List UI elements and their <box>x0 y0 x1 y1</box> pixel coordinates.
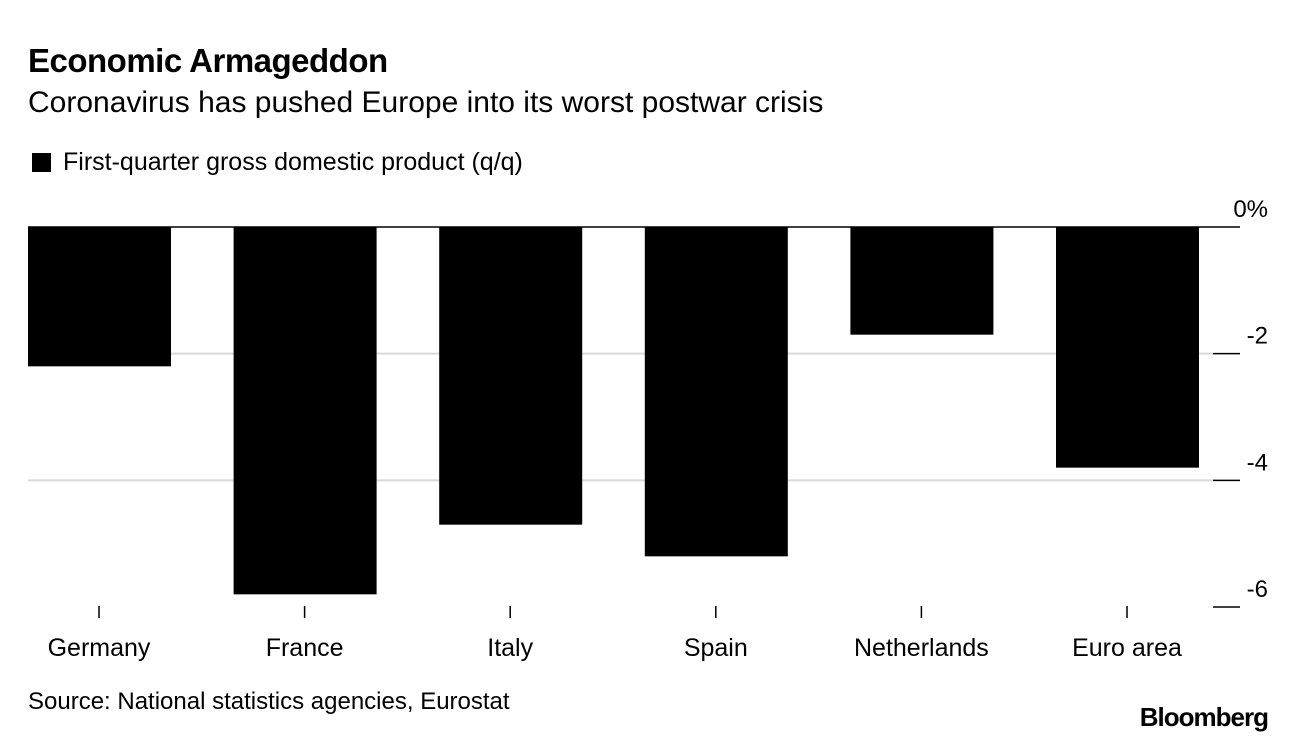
bar-spain <box>644 227 788 557</box>
bar-france <box>233 227 377 595</box>
legend-label: First-quarter gross domestic product (q/… <box>63 148 523 176</box>
x-tick-label: Italy <box>487 634 533 662</box>
x-tick-label: Germany <box>48 634 151 662</box>
chart-subtitle: Coronavirus has pushed Europe into its w… <box>28 86 824 119</box>
legend: First-quarter gross domestic product (q/… <box>32 148 523 177</box>
x-tick-label: France <box>266 634 344 662</box>
chart-title: Economic Armageddon <box>28 42 388 79</box>
source-note: Source: National statistics agencies, Eu… <box>28 688 510 715</box>
y-tick-label: -2 <box>1247 323 1268 350</box>
bar-euro-area <box>1056 227 1199 468</box>
bloomberg-logo: Bloomberg <box>1139 702 1269 732</box>
legend-swatch <box>32 153 51 172</box>
bar-netherlands <box>850 227 994 335</box>
x-tick-label: Netherlands <box>854 634 989 662</box>
x-tick-label: Spain <box>684 634 748 662</box>
y-tick-label: -4 <box>1247 449 1268 476</box>
x-tick-label: Euro area <box>1072 634 1182 662</box>
bar-italy <box>439 227 583 525</box>
y-tick-label: -6 <box>1247 576 1268 603</box>
bar-germany <box>28 227 171 367</box>
y-tick-label: 0% <box>1233 196 1268 223</box>
